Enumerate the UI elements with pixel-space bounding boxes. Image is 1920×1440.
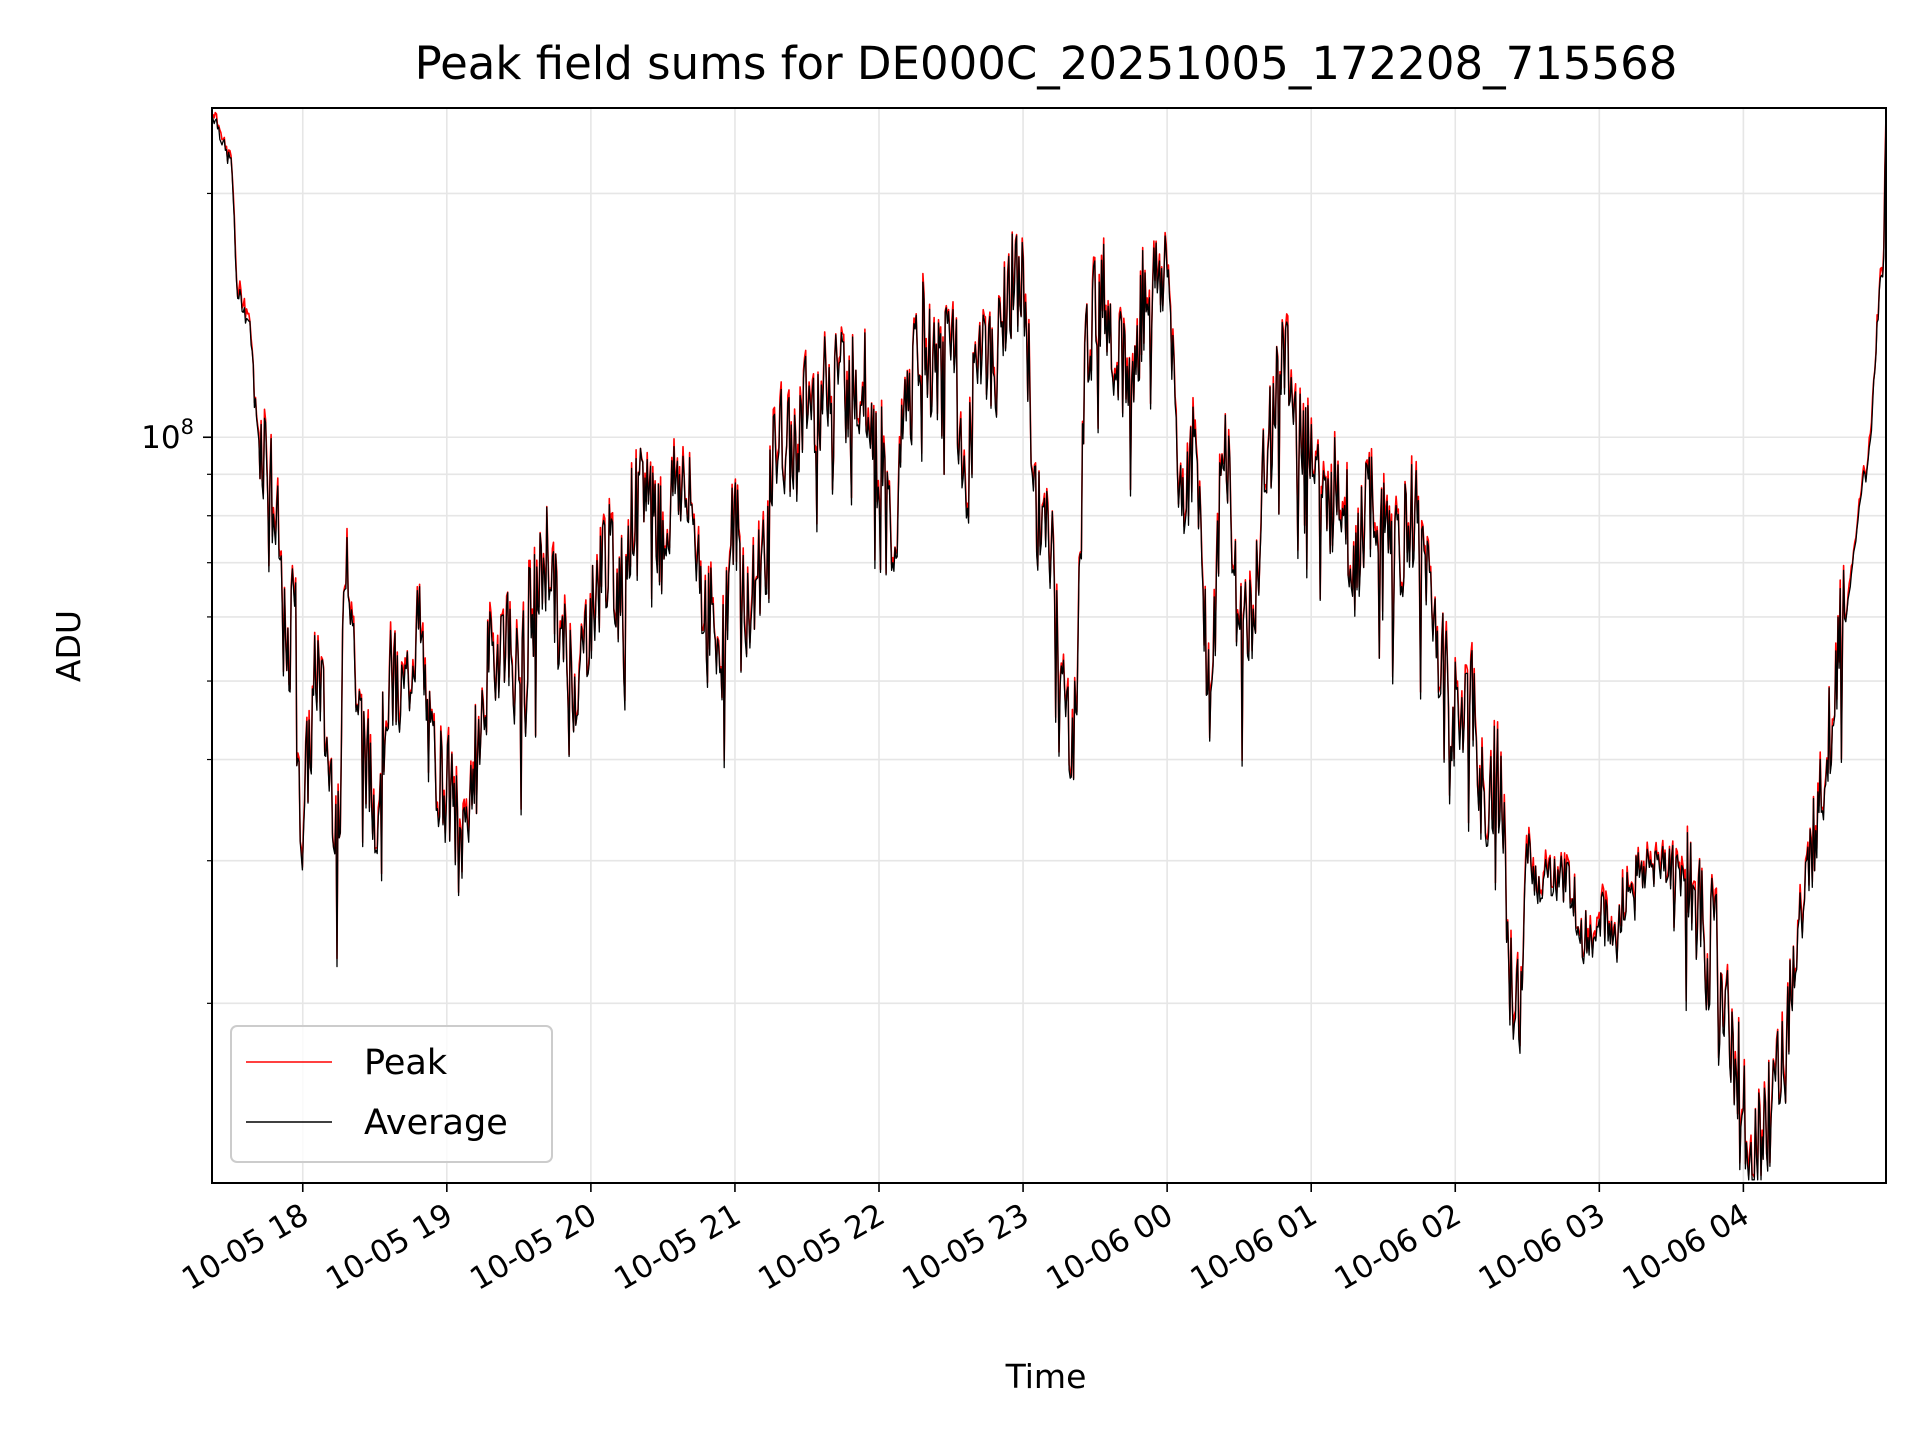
y-tick-exponent: 8 <box>181 415 194 439</box>
series-group <box>211 111 1887 1181</box>
x-axis-label: Time <box>1005 1357 1087 1396</box>
legend: Peak Average <box>230 1025 553 1163</box>
plot-area-frame <box>211 107 1887 1184</box>
chart-title: Peak field sums for DE000C_20251005_1722… <box>415 37 1678 90</box>
legend-box <box>230 1025 553 1163</box>
grid <box>212 108 1886 1183</box>
legend-peak-label: Peak <box>364 1043 448 1083</box>
y-axis-label: ADU <box>49 610 88 682</box>
series-average-line <box>211 114 1887 1181</box>
legend-average-label: Average <box>364 1103 508 1143</box>
